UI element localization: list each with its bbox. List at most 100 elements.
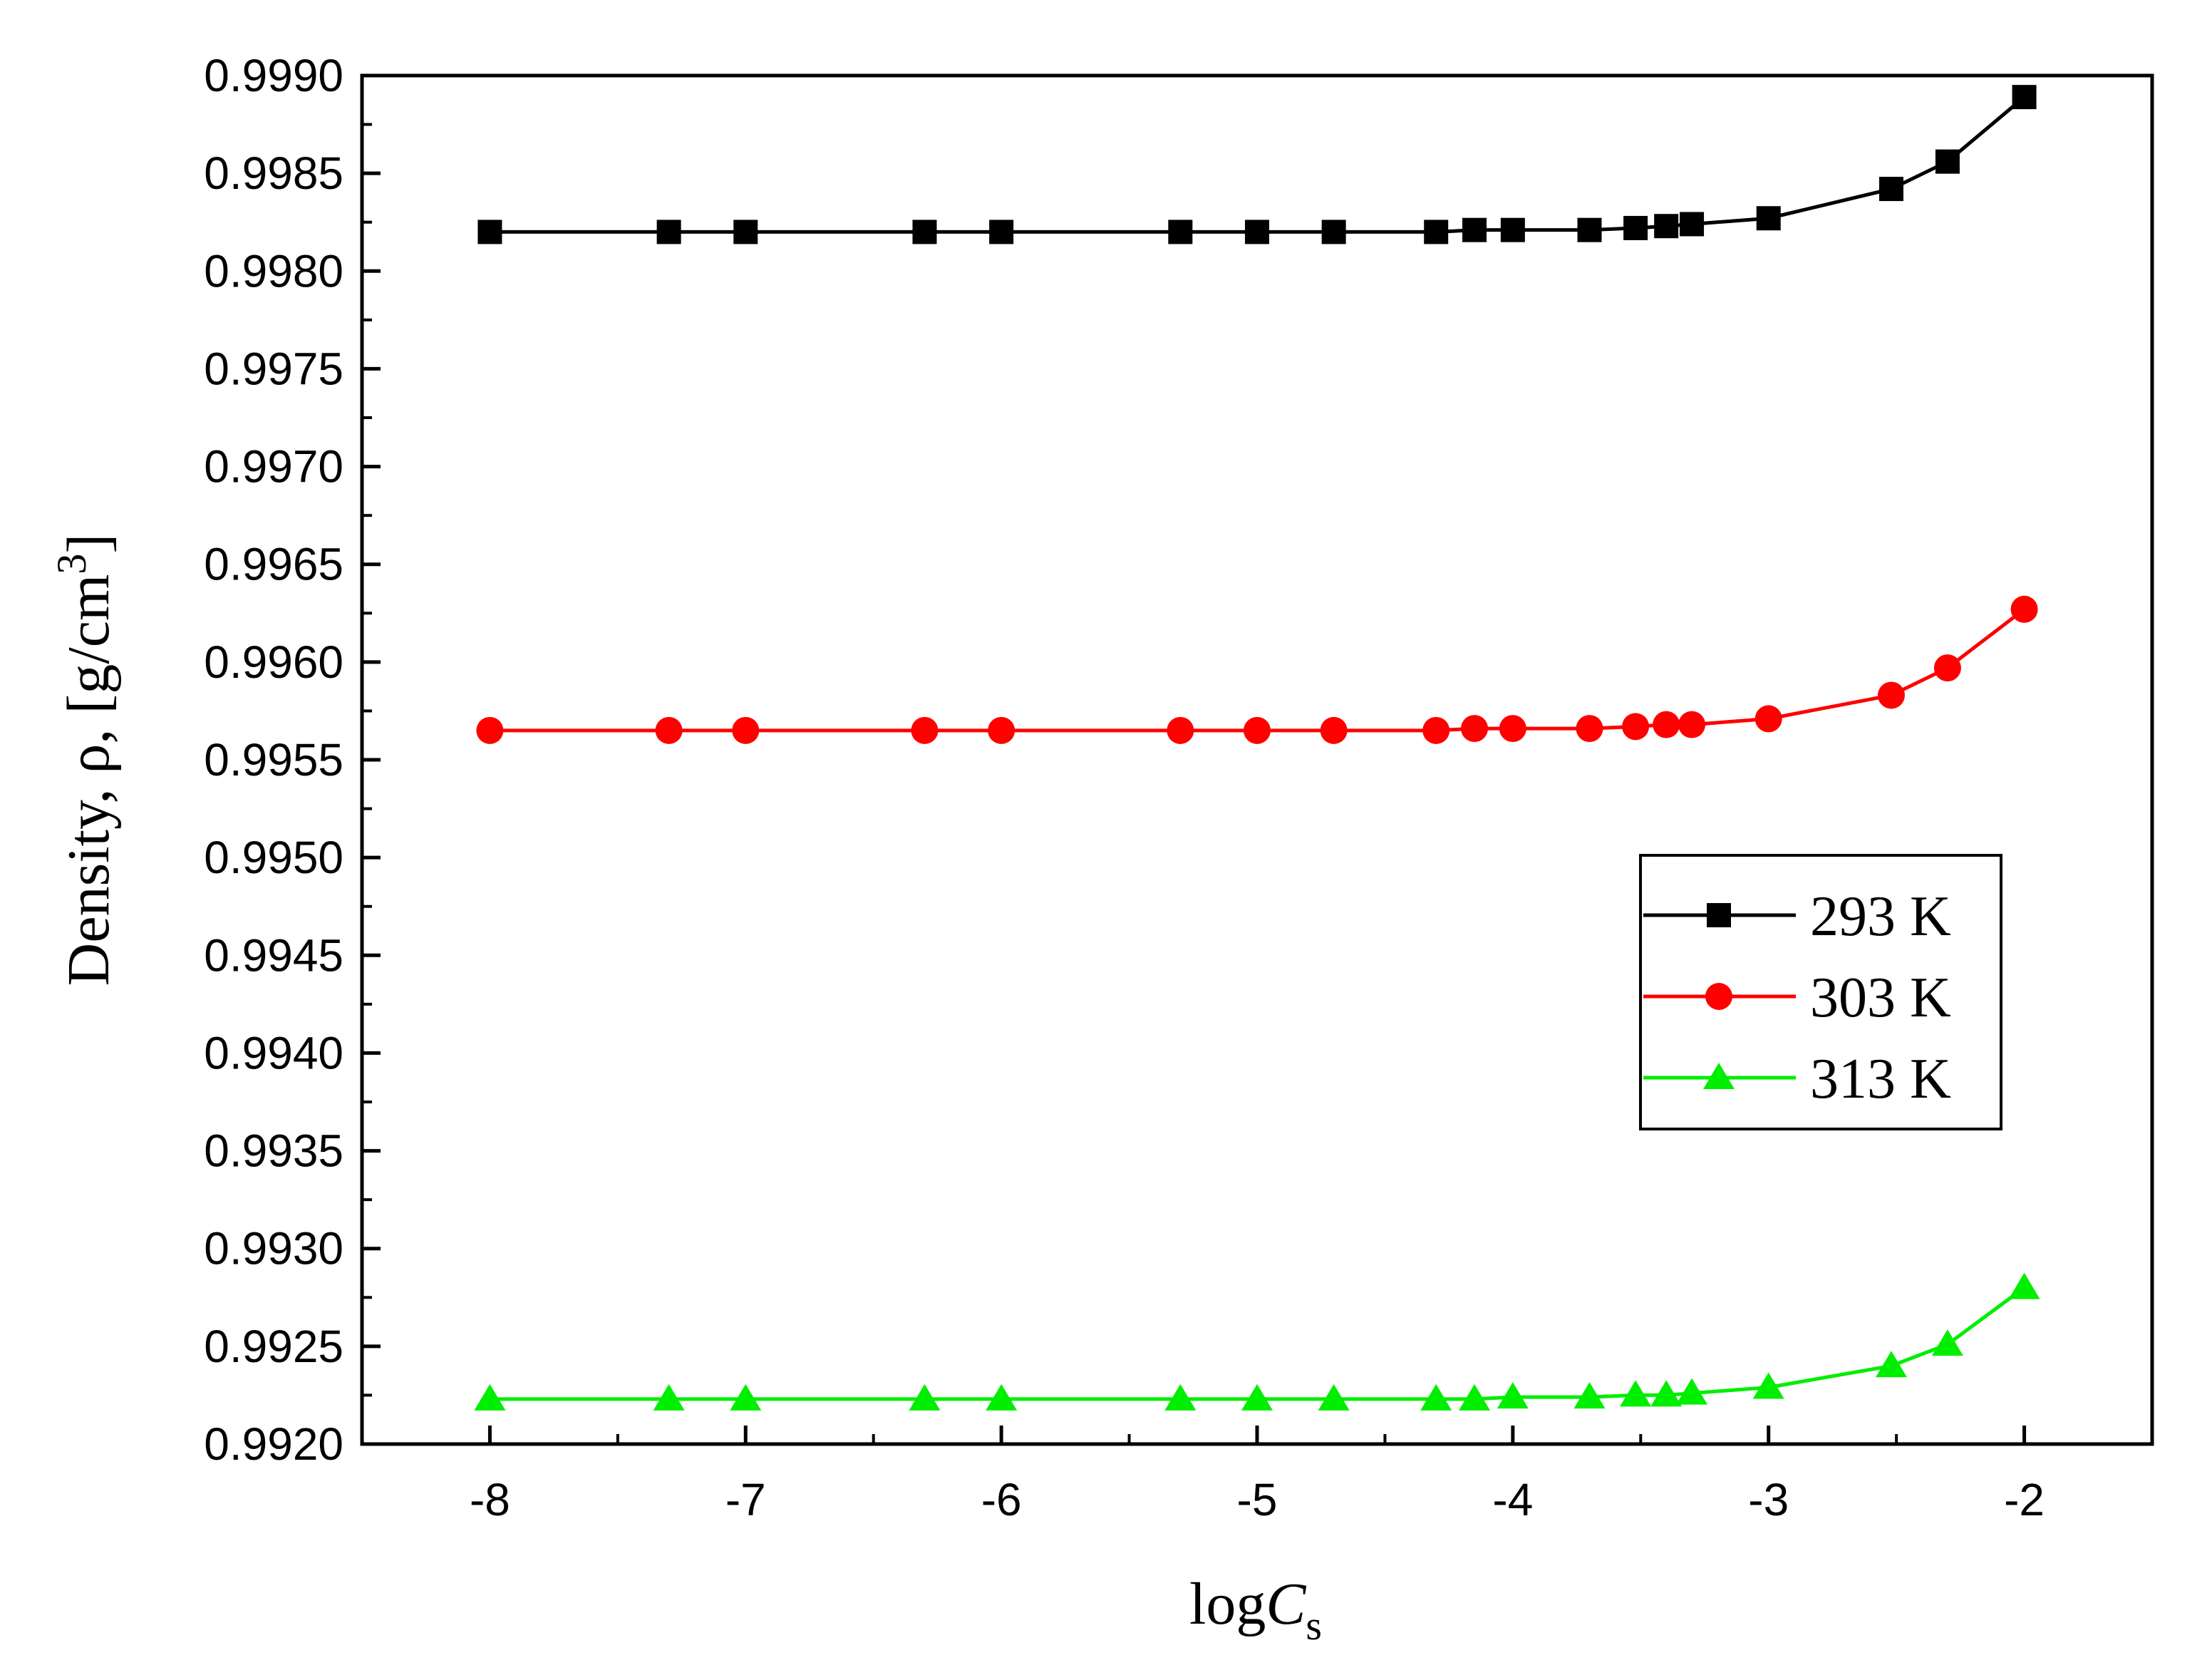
y-tick-label: 0.9985: [204, 148, 343, 199]
x-tick-label: -5: [1237, 1474, 1278, 1525]
legend-marker: [1705, 983, 1732, 1010]
data-point: [1500, 217, 1525, 242]
y-tick-label: 0.9945: [204, 929, 343, 981]
series-293-k: [477, 85, 2037, 244]
x-tick-label: -7: [725, 1474, 766, 1525]
data-point: [1321, 220, 1346, 244]
data-point: [477, 220, 502, 244]
data-point: [1424, 220, 1449, 244]
series-303-k: [476, 595, 2038, 744]
legend-label: 303 K: [1810, 967, 1951, 1029]
x-tick-label: -4: [1492, 1474, 1533, 1525]
y-tick-label: 0.9970: [204, 441, 343, 493]
legend-label: 293 K: [1810, 885, 1951, 948]
y-tick-label: 0.9940: [204, 1027, 343, 1078]
data-point: [986, 1383, 1018, 1411]
data-point: [1754, 705, 1782, 733]
y-tick-label: 0.9950: [204, 832, 343, 883]
data-point: [1241, 1383, 1273, 1411]
data-point: [733, 220, 758, 244]
data-point: [1167, 716, 1194, 744]
legend-box: [1639, 854, 2002, 1130]
data-point: [1244, 716, 1271, 744]
y-tick-label: 0.9935: [204, 1125, 343, 1177]
data-point: [988, 716, 1015, 744]
data-point: [1620, 1380, 1652, 1407]
data-point: [474, 1383, 506, 1411]
x-tick-label: -2: [2004, 1474, 2045, 1525]
y-tick-label: 0.9975: [204, 343, 343, 394]
data-point: [1623, 215, 1648, 240]
data-point: [1318, 1383, 1350, 1411]
data-point: [912, 220, 937, 244]
x-tick-label: -6: [981, 1474, 1022, 1525]
data-point: [1422, 716, 1450, 744]
data-point: [1576, 715, 1603, 743]
legend-entry: 293 K: [1643, 885, 1951, 948]
data-point: [653, 1383, 685, 1411]
series-313-k: [474, 1272, 2040, 1411]
y-tick-label: 0.9955: [204, 734, 343, 785]
data-point: [911, 716, 939, 744]
data-point: [1245, 220, 1269, 244]
data-point: [1577, 217, 1602, 242]
y-tick-label: 0.9960: [204, 636, 343, 688]
plot-frame: [360, 73, 2154, 1446]
x-tick-label: -3: [1748, 1474, 1789, 1525]
data-point: [1653, 711, 1680, 738]
data-point: [656, 220, 681, 244]
data-point: [1499, 715, 1526, 743]
data-point: [1935, 149, 1960, 174]
legend-entry: 313 K: [1643, 1048, 1951, 1110]
data-point: [1680, 212, 1705, 237]
data-point: [730, 1383, 762, 1411]
legend-label: 313 K: [1810, 1048, 1951, 1110]
y-tick-label: 0.9930: [204, 1223, 343, 1274]
x-tick-label: -8: [470, 1474, 510, 1525]
data-point: [909, 1383, 941, 1411]
legend-marker: [1707, 903, 1731, 927]
data-point: [2008, 1272, 2040, 1299]
data-point: [1497, 1382, 1529, 1409]
data-point: [989, 220, 1014, 244]
y-tick-label: 0.9925: [204, 1321, 343, 1372]
data-point: [2010, 595, 2038, 623]
data-point: [1756, 206, 1781, 231]
legend-marker: [1703, 1063, 1735, 1089]
ticks-layer: -8 -7 -6 -5 -4 -3 -2 0.9920 0.9925 0.9930 0.9935 0.…: [204, 50, 2045, 1525]
data-point: [476, 716, 504, 744]
data-point: [2012, 85, 2037, 110]
data-point: [1462, 217, 1487, 242]
data-point: [1420, 1383, 1452, 1411]
data-point: [1168, 220, 1193, 244]
data-point: [1752, 1372, 1784, 1399]
data-point: [1650, 1380, 1683, 1407]
y-tick-label: 0.9965: [204, 539, 343, 590]
data-point: [1654, 214, 1679, 239]
data-point: [1931, 1329, 1963, 1356]
data-point: [1573, 1382, 1606, 1409]
y-tick-label: 0.9980: [204, 245, 343, 297]
data-point: [1875, 1351, 1907, 1378]
data-point: [1459, 1383, 1491, 1411]
legend-entry: 303 K: [1643, 967, 1951, 1029]
y-tick-label: 0.9920: [204, 1418, 343, 1470]
data-point: [1933, 654, 1961, 682]
data-point: [1164, 1383, 1197, 1411]
data-point: [655, 716, 683, 744]
data-point: [1878, 177, 1903, 202]
series-layer: [474, 85, 2040, 1411]
data-point: [1877, 681, 1905, 709]
legend: 293 K 303 K 313 K: [1639, 854, 2002, 1130]
data-point: [1622, 713, 1650, 741]
data-point: [1320, 716, 1348, 744]
x-axis-title: logCs: [1189, 1571, 1322, 1649]
data-point: [1676, 1378, 1708, 1405]
data-point: [1461, 715, 1489, 743]
y-tick-label: 0.9990: [204, 50, 343, 101]
data-point: [732, 716, 760, 744]
data-point: [1678, 711, 1706, 738]
y-axis-title: Density, ρ, [g/cm3]: [48, 534, 122, 986]
